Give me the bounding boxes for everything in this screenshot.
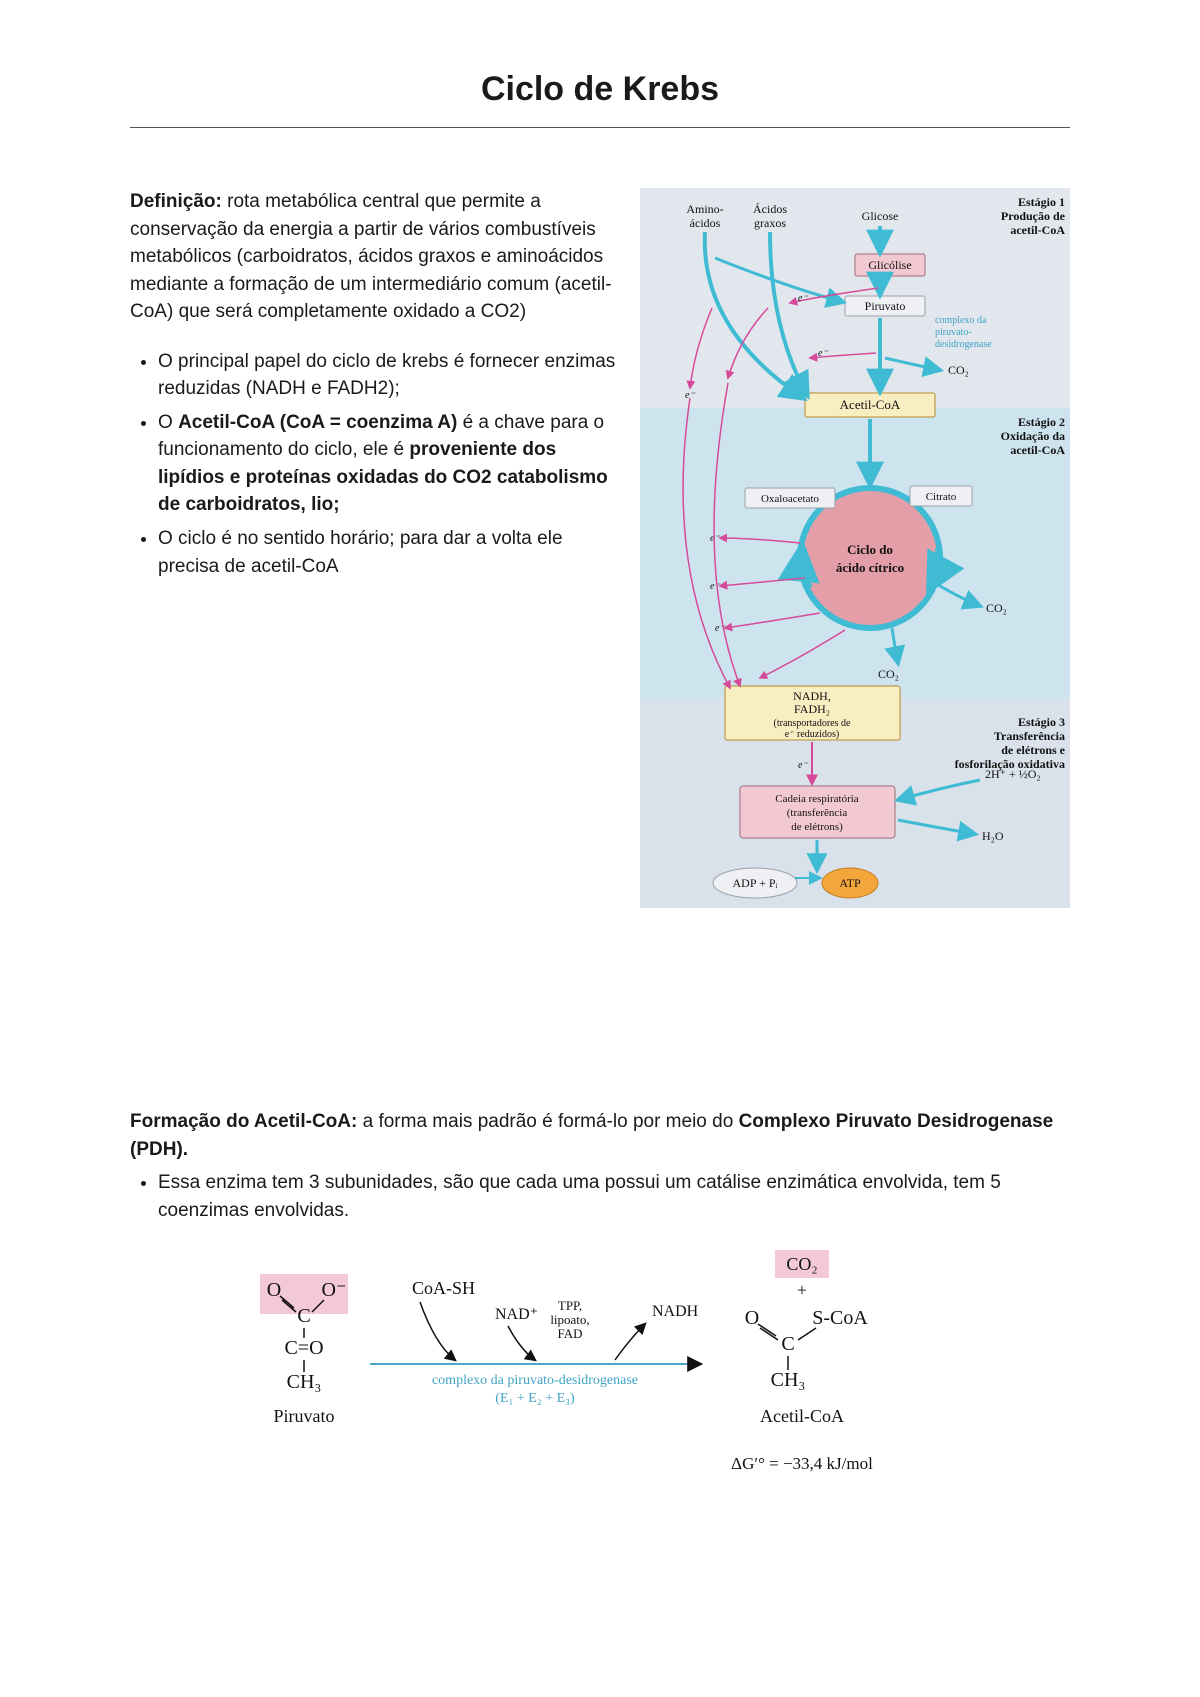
co2-krebs-a: CO₂ [986,601,1007,615]
coash-label: CoA-SH [412,1278,475,1298]
eminus-1: e⁻ [798,293,808,304]
complex-label-2: piruvato- [935,327,972,338]
atp-text: ATP [839,876,861,890]
krebs-circle [800,488,940,628]
cof-2: lipoato, [550,1312,589,1327]
nadh-arrow [615,1324,645,1360]
acetil-text: Acetil-CoA [840,397,901,412]
eminus-k2: e⁻ [710,581,720,592]
acetil-c: C [781,1333,794,1355]
list-item: O ciclo é no sentido horário; para dar a… [158,525,616,580]
nad-arrow [508,1326,535,1360]
amino-label-1: Amino- [686,202,723,216]
definition-block: Definição: rota metabólica central que p… [130,188,616,586]
cof-1: TPP, [558,1298,582,1313]
nad-label: NAD⁺ [495,1306,538,1323]
pyruvate-co: C=O [284,1337,323,1359]
section2-label: Formação do Acetil-CoA: [130,1111,357,1132]
acetil-label: Acetil-CoA [760,1406,844,1426]
eminus-k1: e⁻ [710,533,720,544]
acetil-scoa: S-CoA [812,1307,868,1329]
co2-krebs-b: CO₂ [878,667,899,681]
section-acetil-formation: Formação do Acetil-CoA: a forma mais pad… [130,1108,1070,1513]
definition-label: Definição: [130,191,222,212]
text-fragment: O [158,412,178,433]
amino-label-2: ácidos [690,216,721,230]
complex-label-3: desidrogenase [935,339,992,350]
stage1-title-b: Produção de [1001,209,1066,223]
pyruvate-label: Piruvato [274,1406,335,1426]
stage2-title-b: Oxidação da [1001,429,1065,443]
fatty-label-1: Ácidos [753,202,787,216]
citrato-text: Citrato [926,491,957,503]
nadh-text-3: (transportadores de [774,718,851,729]
list-item: O principal papel do ciclo de krebs é fo… [158,348,616,403]
nadh-text-2: FADH₂ [794,702,830,716]
metabolism-diagram: Estágio 1 Produção de acetil-CoA Estágio… [640,188,1070,908]
text-bold: Acetil-CoA (CoA = coenzima A) [178,412,457,433]
cof-3: FAD [557,1326,582,1341]
stage1-title-c: acetil-CoA [1010,223,1065,237]
krebs-text-2: ácido cítrico [836,560,904,575]
h2o-label: H₂O [982,829,1004,843]
co2-pdh: CO₂ [948,363,969,377]
delta-g: ΔG′° = −33,4 kJ/mol [731,1454,873,1473]
stage1-title-a: Estágio 1 [1018,195,1065,209]
plus-sign: + [797,1280,807,1300]
cadeia-text-3: de elétrons) [791,821,843,833]
list-item: Essa enzima tem 3 subunidades, são que c… [158,1169,1070,1224]
co2-product: CO₂ [786,1254,817,1274]
section2-text-a: a forma mais padrão é formá-lo por meio … [357,1111,738,1132]
bullet-list: O principal papel do ciclo de krebs é fo… [130,348,616,580]
oxalo-text: Oxaloacetato [761,493,820,505]
complex-label-1: complexo da [935,315,987,326]
cadeia-text-2: (transferência [787,807,848,819]
divider [130,127,1070,128]
nadh-label: NADH [652,1303,699,1320]
enzyme-label-2: (E₁ + E₂ + E₃) [495,1391,575,1406]
enzyme-label-1: complexo da piruvato-desidrogenase [432,1373,638,1388]
stage3-title-a: Estágio 3 [1018,715,1065,729]
acetil-o: O [745,1307,759,1329]
nadh-text-1: NADH, [793,689,831,703]
eminus-cadeia: e⁻ [798,760,808,771]
nadh-text-4: e⁻ reduzidos) [785,729,839,740]
piruvato-text: Piruvato [865,299,906,313]
stage2-title-c: acetil-CoA [1010,443,1065,457]
pdh-reaction-diagram: O O⁻ C C=O CH₃ Piruvato complexo da piru… [130,1244,1070,1513]
acetil-ch3: CH₃ [771,1369,806,1391]
stage2-title-a: Estágio 2 [1018,415,1065,429]
stage3-title-b: Transferência [994,729,1065,743]
pyruvate-c1: C [297,1305,310,1327]
stage3-title-c: de elétrons e [1001,743,1065,757]
cadeia-text-1: Cadeia respiratória [775,793,858,805]
coash-arrow [420,1302,455,1360]
glicolise-text: Glicólise [868,258,911,272]
list-item: O Acetil-CoA (CoA = coenzima A) é a chav… [158,409,616,519]
krebs-text-1: Ciclo do [847,542,893,557]
page-title: Ciclo de Krebs [130,70,1070,109]
pyruvate-ch3: CH₃ [287,1371,322,1393]
eminus-2: e⁻ [818,348,828,359]
fatty-label-2: graxos [754,216,786,230]
pyruvate-o2: O⁻ [322,1279,347,1301]
glicose-label: Glicose [862,209,899,223]
adp-text: ADP + Pᵢ [733,876,778,890]
ox-label: 2H⁺ + ½O₂ [985,767,1041,781]
pyruvate-o1: O [267,1279,281,1301]
